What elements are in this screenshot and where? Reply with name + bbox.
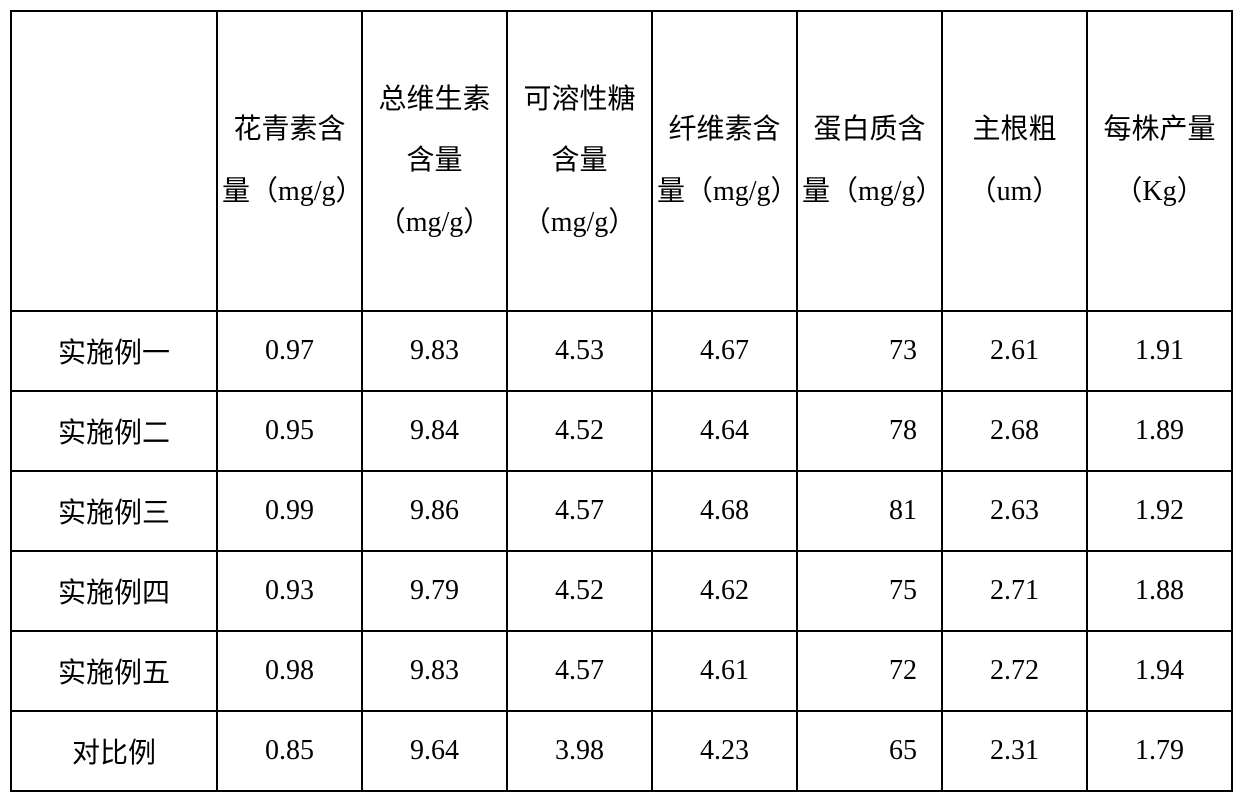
table-row: 实施例一 0.97 9.83 4.53 4.67 73 2.61 1.91 — [11, 311, 1232, 391]
header-root: 主根粗（um） — [942, 11, 1087, 311]
cell-cellulose: 4.62 — [652, 551, 797, 631]
cell-protein: 75 — [797, 551, 942, 631]
cell-protein: 72 — [797, 631, 942, 711]
cell-root: 2.31 — [942, 711, 1087, 791]
cell-root: 2.68 — [942, 391, 1087, 471]
cell-yield: 1.91 — [1087, 311, 1232, 391]
row-label: 实施例一 — [11, 311, 217, 391]
cell-protein: 65 — [797, 711, 942, 791]
row-label: 实施例三 — [11, 471, 217, 551]
cell-yield: 1.89 — [1087, 391, 1232, 471]
cell-anthocyanin: 0.85 — [217, 711, 362, 791]
cell-vitamin: 9.64 — [362, 711, 507, 791]
row-label: 实施例四 — [11, 551, 217, 631]
cell-cellulose: 4.61 — [652, 631, 797, 711]
cell-vitamin: 9.83 — [362, 311, 507, 391]
cell-vitamin: 9.86 — [362, 471, 507, 551]
cell-yield: 1.94 — [1087, 631, 1232, 711]
table-row: 对比例 0.85 9.64 3.98 4.23 65 2.31 1.79 — [11, 711, 1232, 791]
cell-sugar: 4.57 — [507, 471, 652, 551]
row-label: 实施例二 — [11, 391, 217, 471]
cell-root: 2.71 — [942, 551, 1087, 631]
cell-yield: 1.79 — [1087, 711, 1232, 791]
header-sugar: 可溶性糖含量（mg/g） — [507, 11, 652, 311]
cell-vitamin: 9.84 — [362, 391, 507, 471]
cell-sugar: 3.98 — [507, 711, 652, 791]
table-row: 实施例五 0.98 9.83 4.57 4.61 72 2.72 1.94 — [11, 631, 1232, 711]
cell-anthocyanin: 0.95 — [217, 391, 362, 471]
row-label: 对比例 — [11, 711, 217, 791]
row-label: 实施例五 — [11, 631, 217, 711]
header-empty — [11, 11, 217, 311]
cell-protein: 81 — [797, 471, 942, 551]
cell-root: 2.72 — [942, 631, 1087, 711]
cell-yield: 1.88 — [1087, 551, 1232, 631]
cell-sugar: 4.57 — [507, 631, 652, 711]
cell-anthocyanin: 0.98 — [217, 631, 362, 711]
cell-sugar: 4.52 — [507, 551, 652, 631]
cell-yield: 1.92 — [1087, 471, 1232, 551]
header-row: 花青素含量（mg/g） 总维生素含量（mg/g） 可溶性糖含量（mg/g） 纤维… — [11, 11, 1232, 311]
cell-cellulose: 4.67 — [652, 311, 797, 391]
header-vitamin: 总维生素含量（mg/g） — [362, 11, 507, 311]
cell-protein: 73 — [797, 311, 942, 391]
cell-root: 2.61 — [942, 311, 1087, 391]
header-yield: 每株产量（Kg） — [1087, 11, 1232, 311]
table-row: 实施例四 0.93 9.79 4.52 4.62 75 2.71 1.88 — [11, 551, 1232, 631]
cell-cellulose: 4.23 — [652, 711, 797, 791]
cell-vitamin: 9.83 — [362, 631, 507, 711]
header-anthocyanin: 花青素含量（mg/g） — [217, 11, 362, 311]
table-row: 实施例二 0.95 9.84 4.52 4.64 78 2.68 1.89 — [11, 391, 1232, 471]
cell-cellulose: 4.68 — [652, 471, 797, 551]
table-row: 实施例三 0.99 9.86 4.57 4.68 81 2.63 1.92 — [11, 471, 1232, 551]
cell-anthocyanin: 0.93 — [217, 551, 362, 631]
header-protein: 蛋白质含量（mg/g） — [797, 11, 942, 311]
cell-cellulose: 4.64 — [652, 391, 797, 471]
cell-protein: 78 — [797, 391, 942, 471]
cell-anthocyanin: 0.99 — [217, 471, 362, 551]
cell-vitamin: 9.79 — [362, 551, 507, 631]
cell-sugar: 4.52 — [507, 391, 652, 471]
data-table: 花青素含量（mg/g） 总维生素含量（mg/g） 可溶性糖含量（mg/g） 纤维… — [10, 10, 1233, 792]
header-cellulose: 纤维素含量（mg/g） — [652, 11, 797, 311]
cell-sugar: 4.53 — [507, 311, 652, 391]
cell-anthocyanin: 0.97 — [217, 311, 362, 391]
cell-root: 2.63 — [942, 471, 1087, 551]
